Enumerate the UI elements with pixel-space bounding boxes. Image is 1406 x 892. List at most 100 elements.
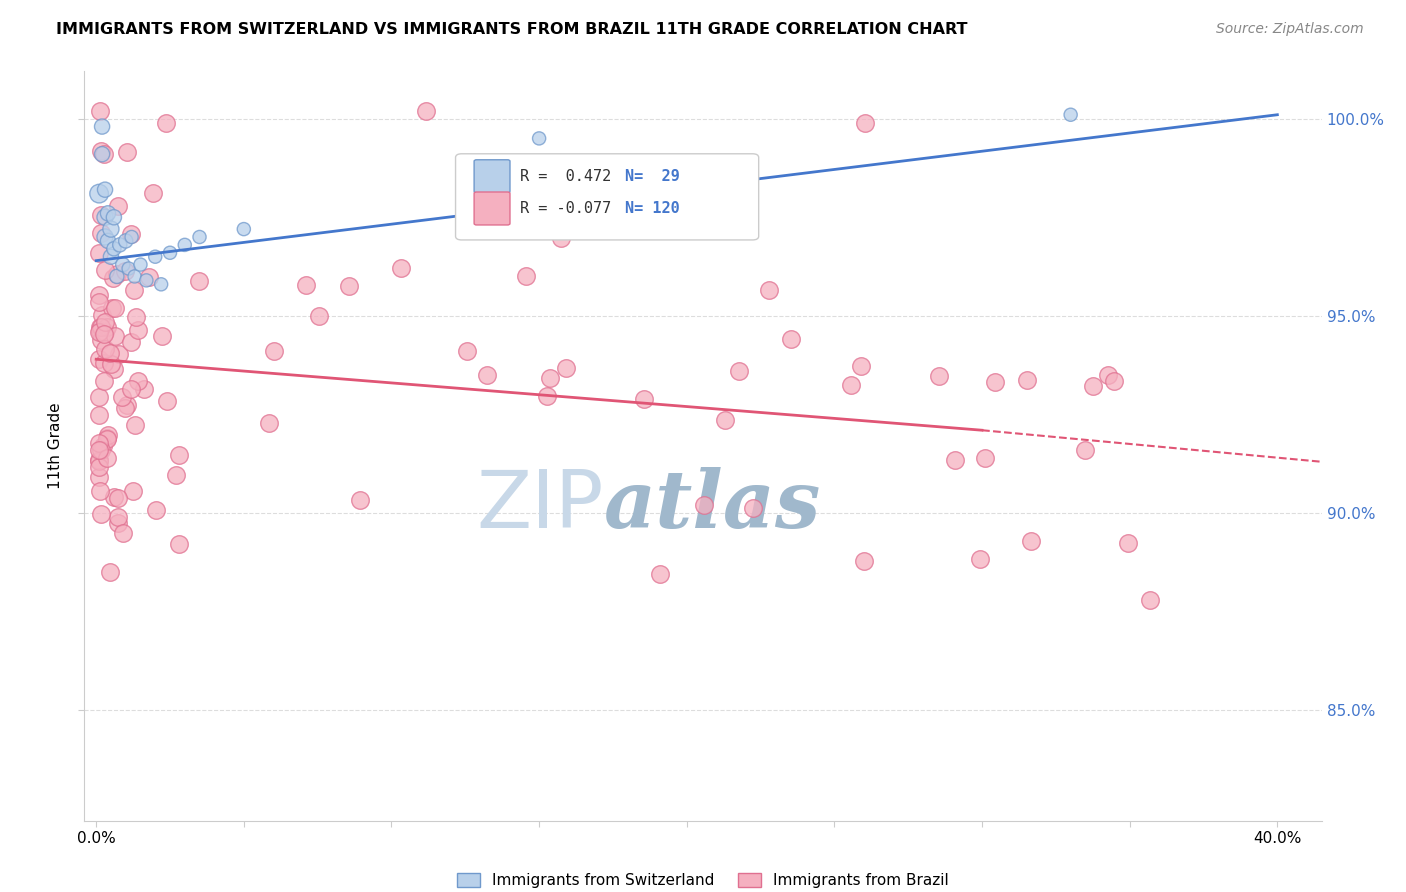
Point [103, 490, 125, 504]
Point [232, 222, 254, 236]
Point [152, 329, 174, 343]
Point [150, 277, 173, 292]
Point [89, 103, 111, 118]
Point [89, 390, 111, 404]
Point [100, 222, 122, 236]
Point [90, 508, 112, 522]
Point [188, 230, 211, 244]
Point [103, 242, 125, 256]
Point [135, 273, 157, 287]
Point [96, 451, 118, 466]
Point [89, 287, 111, 301]
Point [100, 250, 122, 264]
Point [89, 319, 111, 334]
Point [849, 359, 872, 374]
Point [121, 230, 143, 244]
Point [124, 417, 146, 432]
Point [984, 375, 1007, 389]
Point [103, 270, 125, 285]
Point [167, 536, 190, 550]
Point [89, 460, 111, 475]
Point [693, 498, 716, 512]
Point [101, 301, 124, 316]
Text: R = -0.077: R = -0.077 [520, 201, 612, 216]
Point [93, 327, 115, 342]
Text: N=  29: N= 29 [626, 169, 681, 184]
Point [120, 382, 142, 396]
Point [90, 208, 112, 222]
Point [100, 357, 122, 371]
Point [294, 278, 316, 293]
Point [89, 453, 111, 467]
Point [90, 227, 112, 241]
Point [114, 401, 136, 416]
Point [90, 443, 112, 458]
FancyBboxPatch shape [474, 192, 510, 225]
Point [132, 382, 155, 396]
Point [943, 453, 966, 467]
Point [728, 363, 751, 377]
Point [89, 470, 111, 484]
Point [96, 432, 118, 446]
Text: N= 120: N= 120 [626, 201, 681, 216]
Text: Source: ZipAtlas.com: Source: ZipAtlas.com [1216, 22, 1364, 37]
Point [456, 343, 478, 358]
Point [107, 491, 129, 505]
Point [127, 323, 149, 337]
Point [1021, 534, 1043, 549]
Point [1139, 592, 1161, 607]
Point [94, 342, 117, 356]
Point [527, 131, 550, 145]
Point [98, 346, 121, 360]
Point [94, 211, 117, 225]
Point [94, 315, 117, 329]
Point [515, 268, 537, 283]
Point [104, 328, 127, 343]
Point [97, 428, 120, 442]
Point [538, 371, 561, 385]
Point [650, 566, 672, 581]
Point [93, 147, 115, 161]
Point [121, 484, 143, 499]
Point [89, 294, 111, 309]
Point [1074, 443, 1097, 458]
Point [1097, 368, 1119, 382]
Point [758, 283, 780, 297]
Point [89, 442, 111, 457]
Point [107, 510, 129, 524]
Text: IMMIGRANTS FROM SWITZERLAND VS IMMIGRANTS FROM BRAZIL 11TH GRADE CORRELATION CHA: IMMIGRANTS FROM SWITZERLAND VS IMMIGRANT… [56, 22, 967, 37]
Point [120, 227, 142, 242]
Point [93, 374, 115, 388]
Point [94, 183, 117, 197]
Text: R =  0.472: R = 0.472 [520, 169, 612, 184]
Point [852, 554, 875, 568]
Point [98, 566, 121, 580]
Point [105, 267, 128, 281]
Point [138, 270, 160, 285]
Point [107, 516, 129, 530]
Point [89, 351, 111, 366]
Point [1059, 108, 1081, 122]
Y-axis label: 11th Grade: 11th Grade [48, 402, 63, 490]
Point [89, 435, 111, 450]
Point [187, 274, 209, 288]
Point [839, 377, 862, 392]
Point [475, 368, 498, 382]
Point [974, 451, 997, 466]
Point [114, 234, 136, 248]
Point [415, 103, 437, 118]
Point [337, 278, 360, 293]
Point [155, 116, 177, 130]
Point [112, 525, 135, 540]
Point [115, 145, 138, 160]
Point [142, 186, 165, 200]
FancyBboxPatch shape [474, 160, 510, 193]
Point [103, 362, 125, 376]
Point [167, 448, 190, 462]
Point [129, 258, 152, 272]
Point [96, 431, 118, 445]
Point [124, 283, 146, 297]
Point [779, 332, 801, 346]
Point [173, 238, 195, 252]
Point [90, 308, 112, 322]
